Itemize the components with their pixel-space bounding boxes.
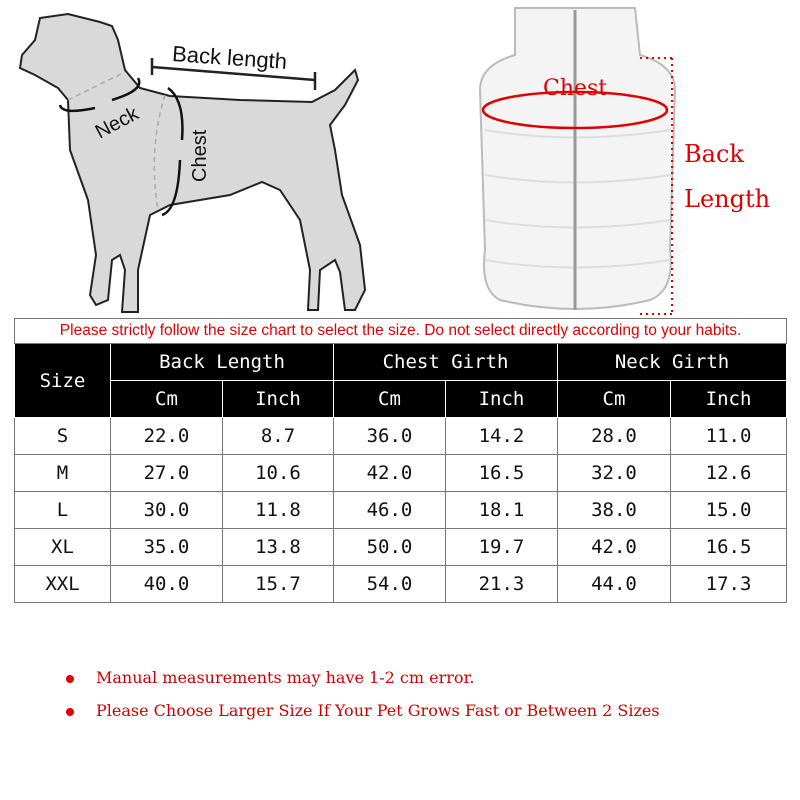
value-cell: 14.2 [445, 417, 558, 455]
value-cell: 11.0 [669, 417, 788, 455]
size-cell: XL [14, 528, 111, 566]
value-cell: 50.0 [333, 528, 446, 566]
chest-arrow-icon [161, 86, 184, 217]
value-cell: 42.0 [557, 528, 671, 566]
table-row: L 30.0 11.8 46.0 18.1 38.0 15.0 [14, 491, 788, 529]
vest-shape [478, 7, 677, 310]
unit-header: Cm [333, 380, 446, 418]
value-cell: 46.0 [333, 491, 446, 529]
unit-header: Inch [222, 380, 334, 418]
value-cell: 16.5 [669, 528, 788, 566]
size-notice: Please strictly follow the size chart to… [13, 318, 788, 344]
value-cell: 15.7 [222, 565, 334, 603]
unit-header: Cm [110, 380, 223, 418]
chest-label: Chest [189, 129, 211, 182]
value-cell: 13.8 [222, 528, 334, 566]
dog-diagram: Back length Neck Chest [18, 12, 367, 313]
vest-length-label: Length [684, 185, 770, 213]
table-row: M 27.0 10.6 42.0 16.5 32.0 12.6 [14, 454, 788, 492]
back-length-marker [150, 58, 317, 90]
unit-header: Cm [557, 380, 671, 418]
value-cell: 40.0 [110, 565, 223, 603]
value-cell: 38.0 [557, 491, 671, 529]
value-cell: 10.6 [222, 454, 334, 492]
bullet-icon [66, 674, 74, 683]
table-row: XXL 40.0 15.7 54.0 21.3 44.0 17.3 [14, 565, 788, 603]
value-cell: 35.0 [110, 528, 223, 566]
vest-chest-label: Chest [543, 76, 607, 101]
unit-header: Inch [445, 380, 558, 418]
value-cell: 32.0 [557, 454, 671, 492]
value-cell: 17.3 [669, 565, 788, 603]
value-cell: 16.5 [445, 454, 558, 492]
vest-diagram: Chest Back Length [478, 7, 770, 315]
dog-silhouette [18, 12, 367, 313]
neck-arrow-icon [58, 77, 141, 113]
value-cell: 15.0 [669, 491, 788, 529]
value-cell: 19.7 [445, 528, 558, 566]
note-item: Manual measurements may have 1-2 cm erro… [66, 668, 474, 687]
value-cell: 42.0 [333, 454, 446, 492]
value-cell: 27.0 [110, 454, 223, 492]
group-header: Neck Girth [556, 343, 788, 381]
unit-header: Inch [669, 380, 788, 418]
size-cell: L [14, 491, 111, 529]
table-row: XL 35.0 13.8 50.0 19.7 42.0 16.5 [14, 528, 788, 566]
size-cell: M [14, 454, 111, 492]
size-cell: XXL [14, 565, 111, 603]
table-row: S 22.0 8.7 36.0 14.2 28.0 11.0 [14, 417, 788, 455]
value-cell: 36.0 [333, 417, 446, 455]
value-cell: 44.0 [557, 565, 671, 603]
value-cell: 12.6 [669, 454, 788, 492]
value-cell: 11.8 [222, 491, 334, 529]
group-header: Chest Girth [333, 343, 558, 381]
value-cell: 21.3 [445, 565, 558, 603]
size-cell: S [14, 417, 111, 455]
size-table: Please strictly follow the size chart to… [13, 318, 788, 603]
size-header: Size [14, 343, 111, 418]
value-cell: 22.0 [110, 417, 223, 455]
bullet-icon [66, 707, 74, 716]
group-header: Back Length [110, 343, 334, 381]
vest-back-label: Back [684, 140, 744, 168]
value-cell: 8.7 [222, 417, 334, 455]
note-item: Please Choose Larger Size If Your Pet Gr… [66, 701, 660, 720]
value-cell: 54.0 [333, 565, 446, 603]
value-cell: 30.0 [110, 491, 223, 529]
value-cell: 28.0 [557, 417, 671, 455]
chest-measure-icon [481, 90, 669, 130]
value-cell: 18.1 [445, 491, 558, 529]
